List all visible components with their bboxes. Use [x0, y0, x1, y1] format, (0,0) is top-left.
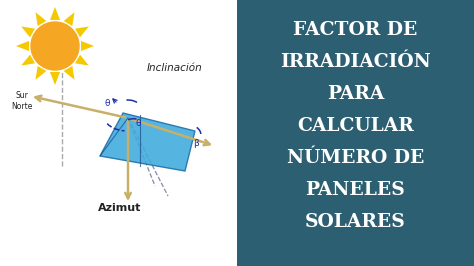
Polygon shape [64, 66, 74, 80]
Polygon shape [100, 113, 195, 171]
Text: PARA: PARA [327, 85, 384, 103]
Bar [0, 0, 237, 266]
Text: Sur
Norte: Sur Norte [11, 91, 33, 111]
Text: Inclinación: Inclinación [147, 63, 203, 73]
Text: NÚMERO DE: NÚMERO DE [287, 149, 424, 167]
Text: FACTOR DE: FACTOR DE [293, 21, 418, 39]
Polygon shape [16, 41, 29, 51]
Polygon shape [75, 27, 89, 37]
Text: SOLARES: SOLARES [305, 213, 406, 231]
Text: θ: θ [135, 119, 141, 128]
Text: CALCULAR: CALCULAR [297, 117, 414, 135]
Polygon shape [36, 12, 46, 26]
Polygon shape [36, 66, 46, 80]
Bar [237, 0, 474, 266]
Polygon shape [64, 12, 74, 26]
Circle shape [31, 22, 79, 70]
Polygon shape [21, 55, 35, 65]
Polygon shape [50, 7, 60, 20]
Text: IRRADIACIÓN: IRRADIACIÓN [280, 53, 431, 71]
Text: θ: θ [104, 99, 110, 109]
Polygon shape [50, 72, 60, 85]
Polygon shape [81, 41, 94, 51]
Polygon shape [75, 55, 89, 65]
Text: β: β [193, 139, 199, 148]
Text: PANELES: PANELES [306, 181, 405, 199]
Polygon shape [21, 27, 35, 37]
Text: Azimut: Azimut [98, 203, 142, 213]
